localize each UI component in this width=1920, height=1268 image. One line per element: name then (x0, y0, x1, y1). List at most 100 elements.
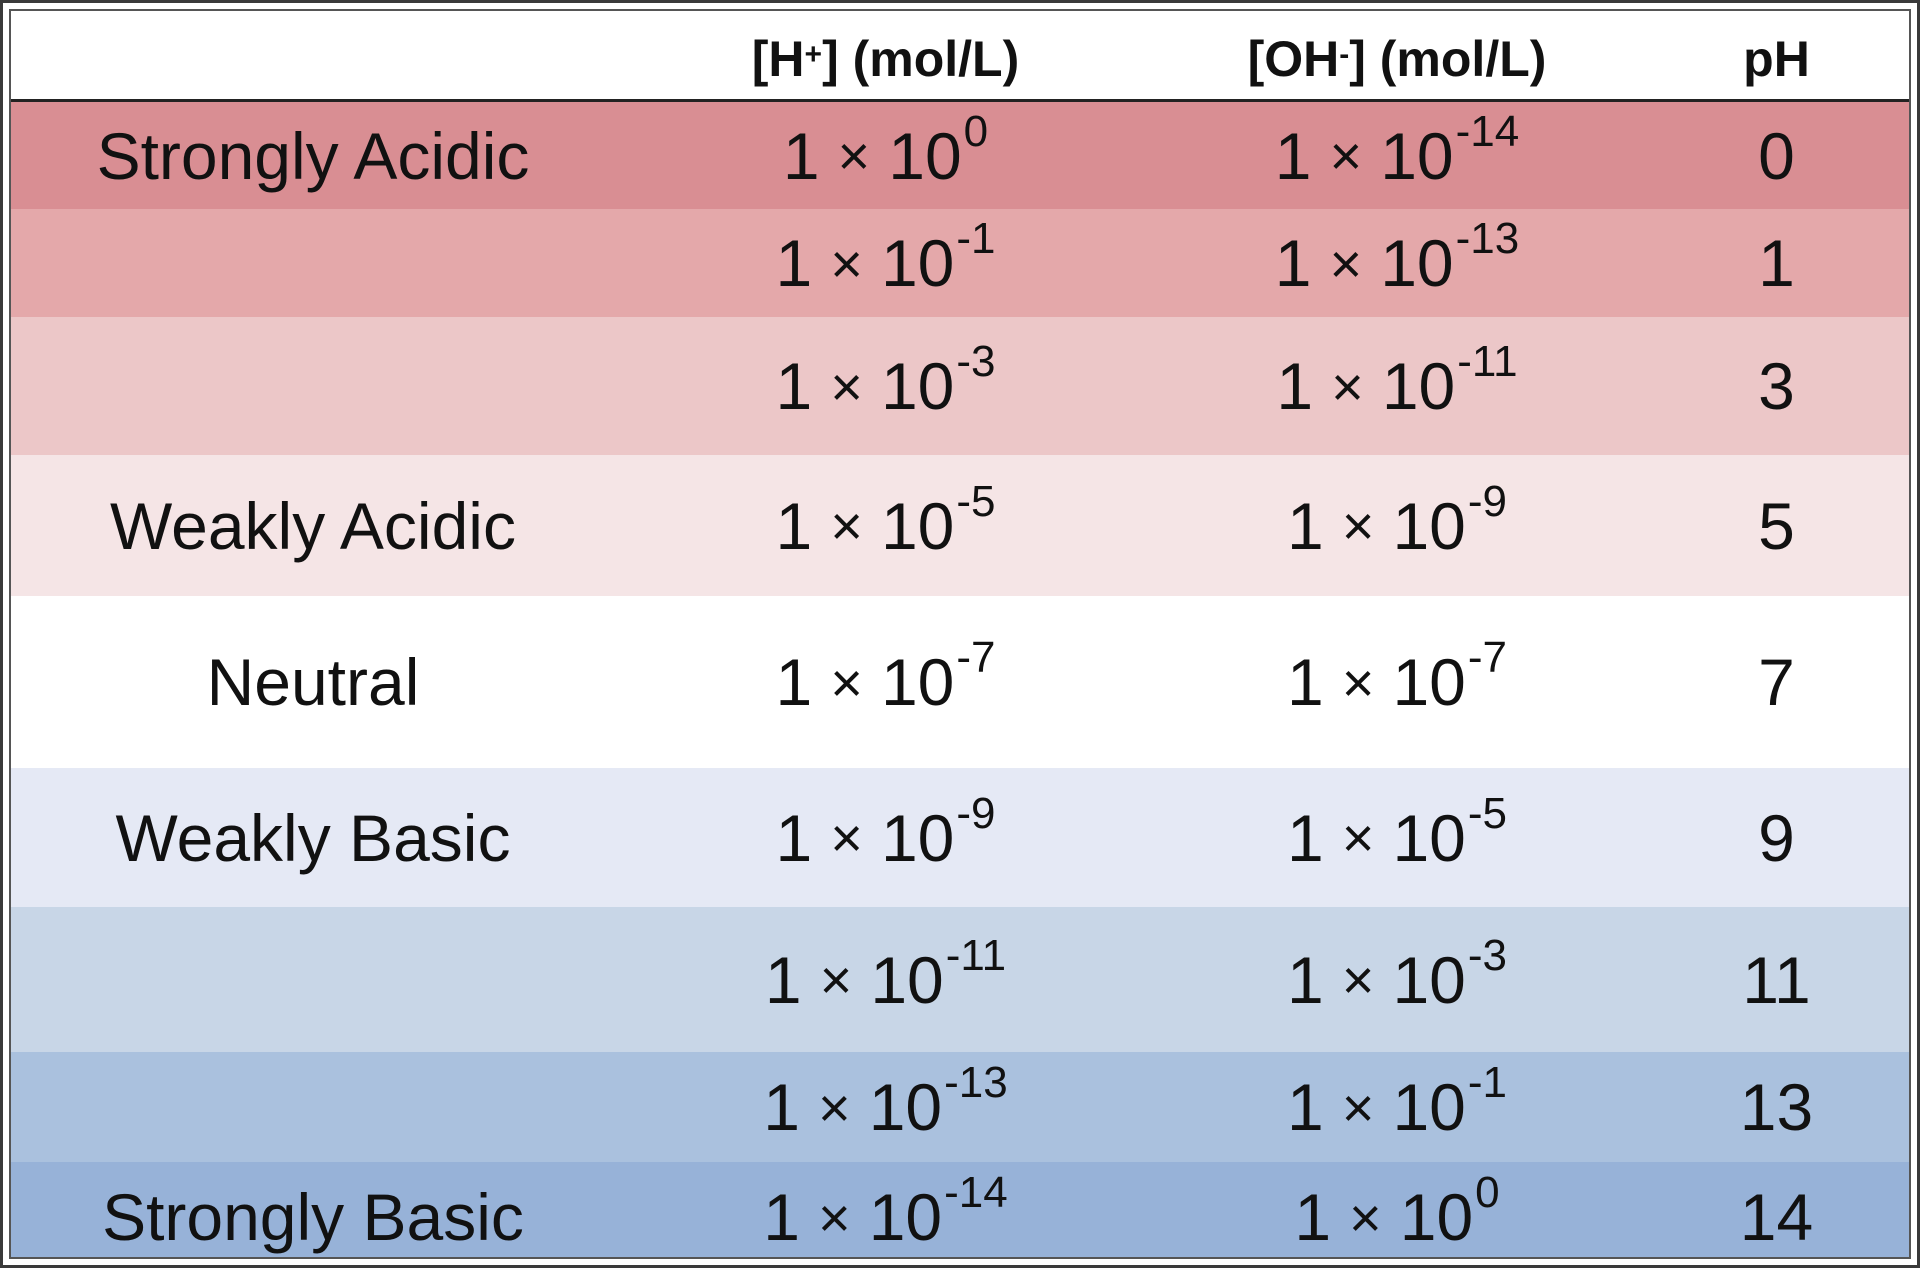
h-concentration-cell: 1 × 10 -11 (615, 907, 1156, 1052)
table-header-row: [H +] (mol/L) [OH -] (mol/L) pH (11, 11, 1909, 102)
oh-times: × (1329, 124, 1363, 187)
h-times: × (830, 354, 863, 418)
oh-concentration-cell: 1 × 10 -13 (1156, 209, 1638, 317)
table-row: 1 × 10 -1 1 × 10 -13 1 (11, 209, 1909, 317)
h-base: 10 (888, 118, 962, 193)
h-coefficient: 1 (763, 1180, 800, 1254)
oh-coefficient: 1 (1274, 226, 1312, 300)
ph-value-cell: 1 (1758, 226, 1795, 300)
table-row: Strongly Acidic 1 × 10 0 1 × 10 -14 0 (11, 102, 1909, 209)
header-h-unit: ] (mol/L) (822, 31, 1020, 87)
oh-exponent: -9 (1467, 476, 1507, 526)
h-times: × (830, 231, 863, 295)
ph-value-cell: 7 (1758, 645, 1795, 719)
h-coefficient: 1 (782, 118, 820, 193)
row-label (11, 1052, 615, 1162)
h-exponent: -13 (944, 1058, 1008, 1107)
oh-exponent: 0 (1475, 1168, 1500, 1217)
row-label (11, 317, 615, 455)
h-times: × (818, 1075, 851, 1139)
row-label: Weakly Basic (115, 800, 511, 875)
oh-coefficient: 1 (1287, 1070, 1324, 1144)
ph-table: [H +] (mol/L) [OH -] (mol/L) pH Strongly A… (11, 11, 1909, 1257)
h-base: 10 (880, 645, 955, 719)
oh-concentration-cell: 1 × 10 -3 (1156, 907, 1638, 1052)
h-concentration-cell: 1 × 10 -7 (615, 596, 1156, 768)
oh-times: × (1341, 948, 1375, 1011)
row-label (11, 209, 615, 317)
table-border: [H +] (mol/L) [OH -] (mol/L) pH Strongly A… (9, 9, 1911, 1259)
h-exponent: -7 (956, 633, 996, 682)
h-base: 10 (880, 800, 955, 875)
h-concentration-cell: 1 × 10 -3 (615, 317, 1156, 455)
header-h-base: [H (751, 31, 805, 87)
h-exponent: -5 (956, 476, 996, 526)
oh-concentration-cell: 1 × 10 0 (1156, 1162, 1638, 1257)
oh-coefficient: 1 (1294, 1180, 1332, 1254)
oh-times: × (1341, 494, 1375, 557)
h-base: 10 (870, 942, 944, 1017)
oh-exponent: -14 (1455, 106, 1520, 156)
h-concentration-cell: 1 × 10 -13 (615, 1052, 1156, 1162)
h-times: × (819, 948, 853, 1011)
oh-base: 10 (1380, 118, 1454, 193)
table-row: 1 × 10 -13 1 × 10 -1 13 (11, 1052, 1909, 1162)
ph-value-cell: 9 (1758, 800, 1795, 875)
h-coefficient: 1 (764, 942, 802, 1017)
h-base: 10 (868, 1180, 943, 1254)
h-times: × (830, 806, 863, 869)
header-label-column (11, 11, 615, 103)
oh-base: 10 (1380, 226, 1454, 300)
oh-base: 10 (1392, 488, 1466, 563)
h-exponent: 0 (963, 106, 989, 156)
oh-concentration-cell: 1 × 10 -14 (1156, 102, 1638, 209)
h-base: 10 (880, 488, 955, 563)
h-times: × (830, 650, 863, 714)
h-exponent: -3 (956, 337, 996, 386)
oh-base: 10 (1381, 349, 1456, 423)
h-times: × (837, 124, 871, 187)
oh-base: 10 (1392, 1070, 1466, 1144)
table-row: Weakly Basic 1 × 10 -9 1 × 10 -5 9 (11, 768, 1909, 907)
table-row: 1 × 10 -3 1 × 10 -11 3 (11, 317, 1909, 455)
row-label: Strongly Acidic (96, 118, 530, 193)
h-concentration-cell: 1 × 10 -9 (615, 768, 1156, 907)
oh-concentration-cell: 1 × 10 -11 (1156, 317, 1638, 455)
h-exponent: -9 (956, 788, 996, 838)
oh-times: × (1331, 354, 1364, 418)
ph-value-cell: 3 (1758, 349, 1795, 423)
oh-coefficient: 1 (1287, 942, 1324, 1017)
oh-exponent: -7 (1467, 633, 1507, 682)
oh-base: 10 (1392, 942, 1466, 1017)
ph-value-cell: 11 (1742, 942, 1811, 1017)
oh-exponent: -1 (1467, 1058, 1507, 1107)
h-concentration-cell: 1 × 10 -1 (615, 209, 1156, 317)
ph-value-cell: 14 (1739, 1180, 1814, 1254)
oh-concentration-cell: 1 × 10 -5 (1156, 768, 1638, 907)
ph-value-cell: 0 (1758, 118, 1795, 193)
oh-exponent: -5 (1467, 788, 1507, 838)
header-oh-base: [OH (1247, 31, 1340, 87)
header-h-concentration: [H +] (mol/L) (751, 31, 1020, 87)
oh-exponent: -11 (1457, 337, 1518, 386)
h-concentration-cell: 1 × 10 0 (615, 102, 1156, 209)
h-base: 10 (868, 1070, 943, 1144)
table-row: Weakly Acidic 1 × 10 -5 1 × 10 -9 5 (11, 455, 1909, 596)
table-row: 1 × 10 -11 1 × 10 -3 11 (11, 907, 1909, 1052)
h-coefficient: 1 (775, 349, 813, 423)
h-coefficient: 1 (775, 226, 813, 300)
h-base: 10 (880, 349, 955, 423)
h-exponent: -11 (945, 930, 1007, 980)
oh-exponent: -13 (1455, 214, 1520, 263)
h-concentration-cell: 1 × 10 -5 (615, 455, 1156, 596)
h-coefficient: 1 (763, 1070, 800, 1144)
oh-times: × (1341, 1075, 1375, 1139)
oh-concentration-cell: 1 × 10 -1 (1156, 1052, 1638, 1162)
header-ph: pH (1743, 31, 1810, 87)
header-oh-unit: ] (mol/L) (1349, 31, 1547, 87)
oh-coefficient: 1 (1287, 488, 1324, 563)
oh-base: 10 (1392, 800, 1466, 875)
row-label (11, 907, 615, 1052)
oh-concentration-cell: 1 × 10 -7 (1156, 596, 1638, 768)
